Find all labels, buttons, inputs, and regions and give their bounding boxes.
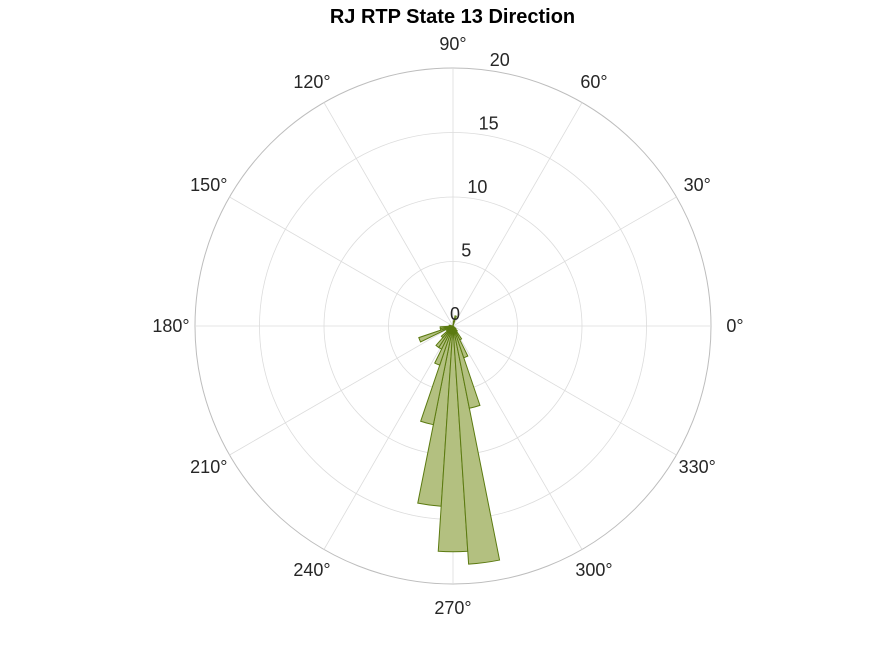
angular-grid-spoke — [452, 196, 677, 327]
histogram-bar — [418, 325, 454, 343]
histogram-bar — [448, 324, 454, 327]
theta-tick-label: 60° — [580, 72, 607, 92]
theta-tick-label: 210° — [190, 457, 227, 477]
theta-tick-label: 120° — [293, 72, 330, 92]
r-tick-label: 10 — [467, 177, 487, 197]
r-tick-label: 0 — [450, 304, 460, 324]
theta-tick-label: 0° — [726, 316, 743, 336]
theta-tick-label: 270° — [434, 598, 471, 618]
r-tick-label: 20 — [490, 50, 510, 70]
angular-grid-spoke — [229, 196, 454, 327]
theta-tick-label: 30° — [684, 175, 711, 195]
theta-tick-label: 300° — [575, 560, 612, 580]
histogram-bar — [452, 325, 457, 330]
angular-grid-spoke — [452, 325, 677, 456]
r-tick-label: 5 — [461, 241, 471, 261]
angular-grid-spoke — [323, 102, 454, 327]
histogram-bar — [452, 320, 455, 327]
theta-tick-label: 330° — [679, 457, 716, 477]
histogram-bars — [417, 315, 501, 565]
theta-tick-label: 180° — [152, 316, 189, 336]
r-tick-label: 15 — [479, 113, 499, 133]
theta-tick-label: 90° — [439, 34, 466, 54]
histogram-bar — [439, 325, 454, 330]
theta-tick-label: 240° — [293, 560, 330, 580]
tick-labels: 0° 30° 60° 90° 120° 150° 180° 210° 240° 270° 300° 3… — [152, 34, 743, 618]
angular-grid-spoke — [323, 325, 454, 550]
chart-title: RJ RTP State 13 Direction — [329, 6, 576, 28]
angular-grid-spoke — [229, 325, 454, 456]
theta-tick-label: 150° — [190, 175, 227, 195]
angular-grid-spoke — [452, 102, 583, 327]
angular-grid-spoke — [452, 325, 583, 550]
